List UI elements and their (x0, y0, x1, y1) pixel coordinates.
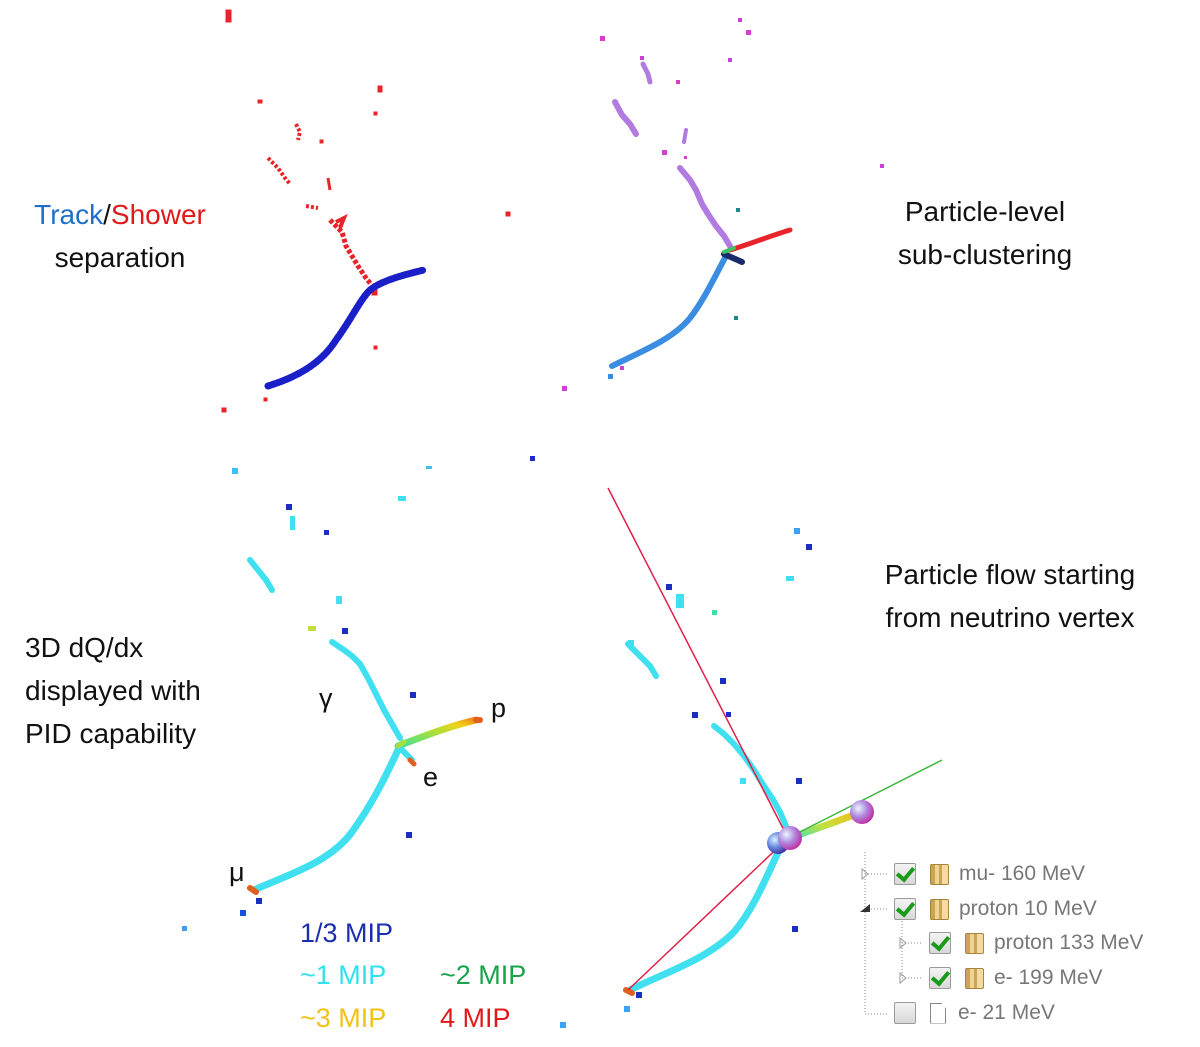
sub-clustering-text: sub-clustering (897, 239, 1073, 270)
track-hits (264, 266, 428, 390)
dqdx-tracks (247, 557, 483, 895)
file-icon (930, 1002, 946, 1024)
particle-flow-panel (530, 456, 943, 1012)
mip-legend-one: ~1 MIP (300, 960, 387, 990)
particle-tree: mu- 160 MeV proton 10 MeV proton 133 MeV… (858, 852, 1188, 1032)
tree-item-label: e- 21 MeV (958, 1001, 1055, 1024)
expand-arrow-icon (861, 867, 869, 881)
collapse-arrow-icon (860, 904, 870, 912)
tree-item-e-199[interactable]: e- 199 MeV (929, 964, 1103, 992)
electron-label: e (423, 762, 439, 792)
checkbox-checked[interactable] (929, 932, 951, 954)
cluster-magenta (562, 18, 884, 391)
tree-item-mu-160[interactable]: mu- 160 MeV (894, 860, 1085, 888)
tree-item-label: proton 133 MeV (994, 931, 1144, 954)
checkbox-unchecked[interactable] (894, 1002, 916, 1024)
particle-level-text: Particle-level (904, 196, 1066, 227)
gamma-label: γ (319, 683, 333, 713)
folder-icon (930, 898, 949, 920)
track-word: Track (34, 199, 104, 230)
flow-line-2: from neutrino vertex (885, 602, 1135, 633)
dqdx-line-2: displayed with (25, 675, 201, 706)
tree-item-e-21[interactable]: e- 21 MeV (894, 999, 1055, 1027)
folder-icon (930, 863, 949, 885)
checkbox-checked[interactable] (894, 863, 916, 885)
track-shower-label: Track/Shower separation (10, 193, 230, 279)
subclustering-label: Particle-level sub-clustering (860, 190, 1110, 276)
tree-item-label: e- 199 MeV (994, 966, 1103, 989)
particle-flow-label: Particle flow starting from neutrino ver… (855, 553, 1165, 639)
dqdx-label: 3D dQ/dx displayed with PID capability (25, 626, 255, 755)
track-shower-panel (221, 9, 511, 413)
slash-char: / (103, 199, 111, 230)
subclustering-panel (562, 18, 884, 391)
flow-tracks (623, 641, 860, 996)
cluster-blue (608, 208, 793, 379)
dqdx-line-1: 3D dQ/dx (25, 632, 144, 663)
flow-scatter-hits (530, 456, 812, 1012)
tree-item-label: proton 10 MeV (959, 897, 1097, 920)
mip-legend-third: 1/3 MIP (300, 918, 394, 948)
checkbox-checked[interactable] (929, 967, 951, 989)
shower-word: Shower (110, 199, 206, 230)
folder-icon (965, 967, 984, 989)
flow-line-1: Particle flow starting (884, 559, 1136, 590)
dqdx-scatter-hits (182, 466, 566, 1028)
vertex-sphere (850, 800, 874, 824)
tree-item-proton-10[interactable]: proton 10 MeV (894, 895, 1097, 923)
checkbox-checked[interactable] (894, 898, 916, 920)
mip-legend-two: ~2 MIP (440, 960, 527, 990)
shower-hits (221, 9, 511, 413)
proton-label: p (491, 693, 507, 723)
tree-connector-lines (860, 852, 922, 1015)
vertex-sphere (778, 826, 802, 850)
expand-arrow-icon (899, 936, 907, 950)
folder-icon (965, 932, 984, 954)
dqdx-line-3: PID capability (25, 718, 197, 749)
expand-arrow-icon (899, 971, 907, 985)
flow-vertices (767, 800, 874, 854)
cluster-violet (612, 61, 733, 249)
tree-item-proton-133[interactable]: proton 133 MeV (929, 929, 1143, 957)
muon-label: μ (229, 857, 245, 887)
dqdx-panel (182, 466, 566, 1028)
flow-lines (607, 487, 943, 991)
track-shower-title: Track/Shower (10, 193, 230, 236)
mip-legend-four: 4 MIP (440, 1003, 511, 1033)
separation-text: separation (54, 242, 186, 273)
tree-item-label: mu- 160 MeV (959, 862, 1086, 885)
mip-legend-three: ~3 MIP (300, 1003, 387, 1033)
